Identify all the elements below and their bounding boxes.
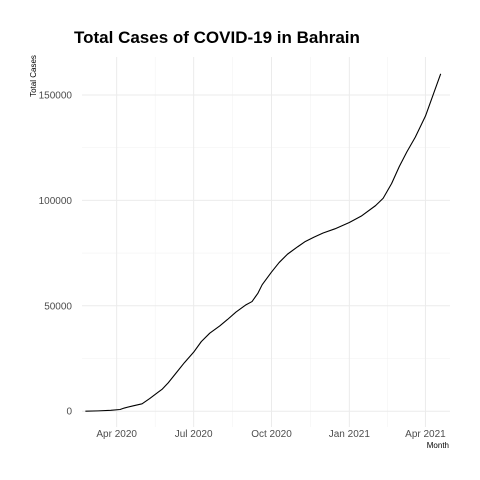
y-axis-label: Total Cases	[29, 55, 38, 97]
y-axis-ticks: 0 50000 100000 150000	[39, 90, 73, 417]
y-tick-label: 0	[66, 407, 72, 418]
y-tick-label: 100000	[39, 196, 73, 207]
x-tick-label: Apr 2020	[96, 429, 137, 440]
series-line	[85, 73, 442, 412]
x-axis-ticks: Apr 2020 Jul 2020 Oct 2020 Jan 2021 Apr 2021	[96, 429, 446, 440]
x-axis-label: Month	[427, 441, 449, 450]
x-tick-label: Jul 2020	[175, 429, 213, 440]
y-tick-label: 50000	[44, 301, 72, 312]
grid	[82, 57, 450, 427]
series-layer	[85, 73, 442, 412]
y-tick-label: 150000	[39, 90, 73, 101]
x-tick-label: Jan 2021	[329, 429, 371, 440]
chart-title: Total Cases of COVID-19 in Bahrain	[74, 28, 360, 47]
x-tick-label: Apr 2021	[405, 429, 446, 440]
x-tick-label: Oct 2020	[251, 429, 292, 440]
